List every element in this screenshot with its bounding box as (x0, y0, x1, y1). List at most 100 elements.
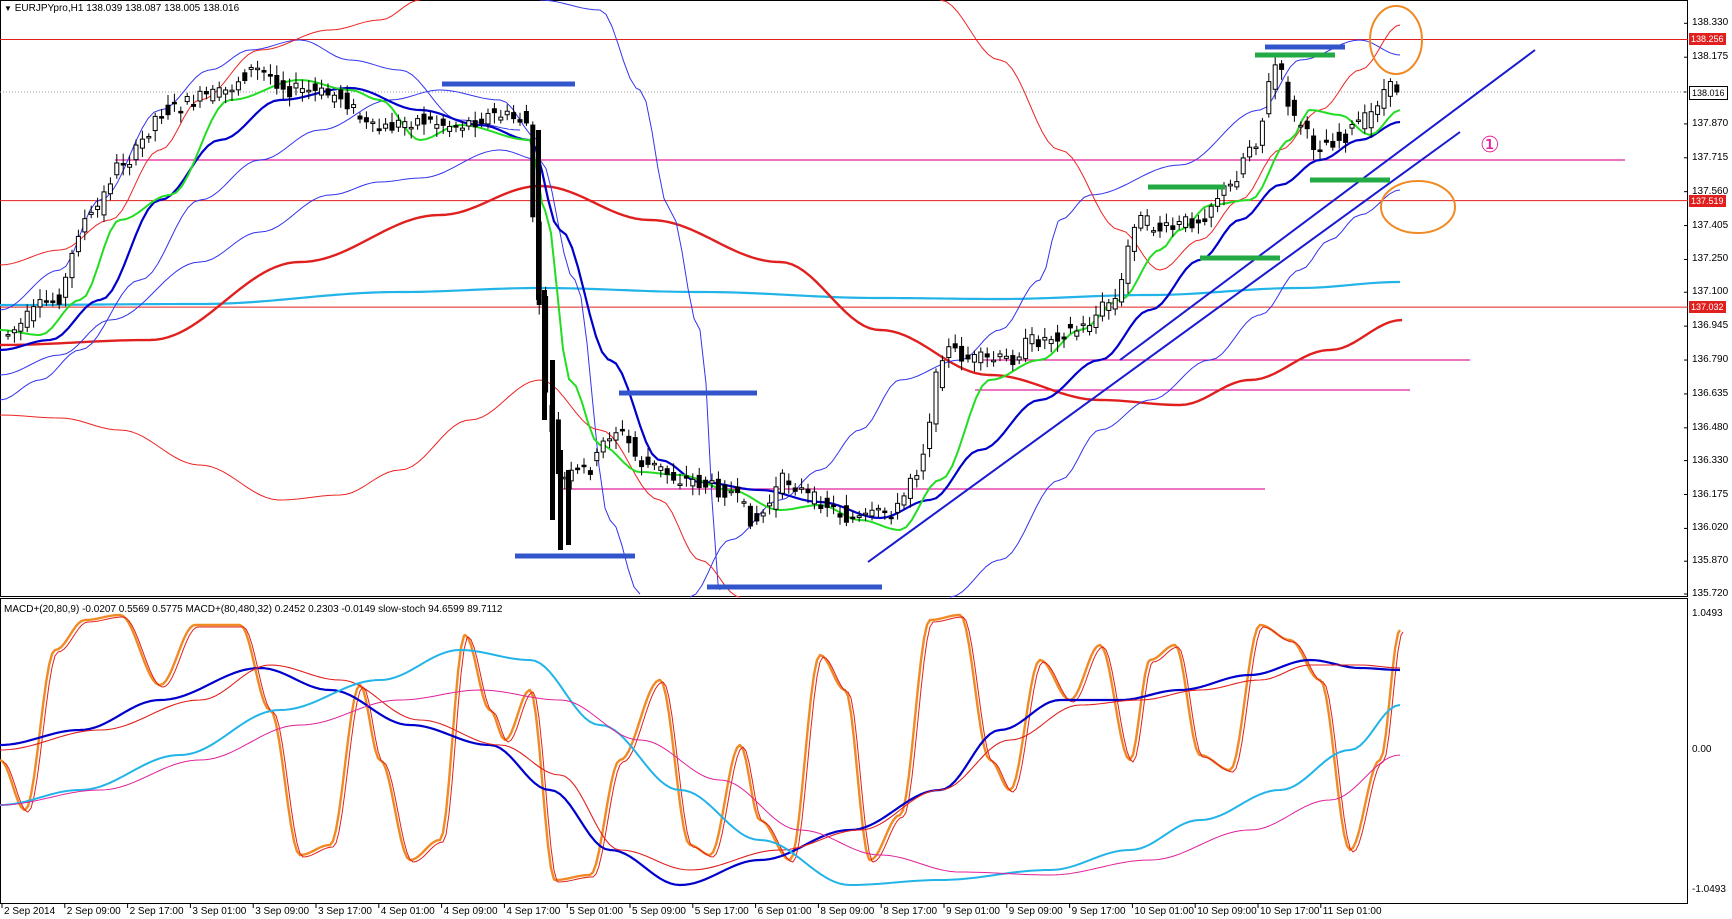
candle-bull (1349, 124, 1355, 129)
dropdown-triangle-icon[interactable]: ▼ (4, 4, 12, 13)
candle-bull (216, 87, 222, 98)
candle-bear (203, 91, 209, 95)
candle-bull (402, 121, 408, 129)
candle-bull (1183, 216, 1189, 228)
candle-bear (1189, 218, 1195, 229)
candle-bull (146, 135, 152, 139)
candle-bear (1195, 219, 1201, 224)
price-pane[interactable] (0, 0, 1688, 597)
candle-bull (971, 354, 977, 363)
candle-bear (882, 510, 888, 514)
candle-bear (171, 101, 177, 105)
candle-bull (1003, 355, 1009, 359)
candle-bull (895, 502, 901, 513)
candle-bear (1330, 140, 1336, 148)
candle-bear (1394, 84, 1400, 93)
time-axis-label: 6 Sep 01:00 (757, 906, 812, 917)
price-axis-label: 136.635 (1692, 387, 1729, 399)
price-tag: 137.032 (1689, 301, 1726, 314)
price-axis-label: 138.175 (1692, 51, 1729, 63)
candle-bear (523, 111, 529, 124)
candle-bull (1016, 356, 1022, 361)
candle-bull (1227, 183, 1233, 187)
candle-bull (1253, 146, 1259, 150)
candle-bull (331, 94, 337, 103)
red-upper-band-right (939, 0, 1401, 271)
candle-bull (1368, 111, 1374, 129)
indicator-pane[interactable] (0, 598, 1688, 904)
candle-bull (1106, 302, 1112, 311)
candle-bull (1048, 339, 1054, 345)
price-tag: 137.519 (1689, 194, 1726, 207)
candle-bull (1234, 181, 1240, 188)
candle-bear (575, 467, 581, 471)
candle-bear (517, 119, 523, 123)
price-tag: 138.016 (1689, 85, 1728, 100)
candle-bear-large (558, 450, 563, 550)
candle-bull (101, 191, 107, 216)
candle-bear (56, 294, 62, 305)
candle-bear (581, 464, 587, 468)
candle-bear (850, 516, 856, 520)
candle-bull (1355, 119, 1361, 123)
candle-bull (299, 88, 305, 93)
candle-bull (594, 451, 600, 462)
candle-bull (293, 82, 299, 89)
candle-bear (1035, 339, 1041, 348)
candle-bull (447, 125, 453, 132)
candle-bull (223, 89, 229, 95)
time-axis-label: 9 Sep 01:00 (946, 906, 1000, 917)
candle-bull (88, 211, 94, 215)
candle-bull (1272, 64, 1278, 90)
red-moving-average (0, 184, 1403, 407)
price-axis-label: 137.250 (1692, 253, 1729, 265)
candle-bear (427, 116, 433, 120)
candle-bull (1215, 198, 1221, 207)
candle-bear (632, 437, 638, 457)
candle-bull (1080, 323, 1086, 326)
candle-bull (485, 112, 491, 125)
blue-lower-band-right (949, 189, 1401, 598)
candle-bull (1131, 226, 1137, 252)
candle-bull (997, 353, 1003, 358)
price-axis-label: 137.405 (1692, 219, 1729, 231)
candle-bear (421, 113, 427, 125)
candle-bear (1317, 149, 1323, 152)
candle-bear (363, 117, 369, 123)
candle-bear (671, 472, 677, 481)
candle-bear (888, 516, 894, 520)
candle-bull (1151, 230, 1157, 233)
candle-bear (1291, 99, 1297, 116)
candle-bear (1010, 355, 1016, 366)
candle-bear (1170, 225, 1176, 230)
candle-bear (178, 110, 184, 114)
time-axis-label: 8 Sep 17:00 (883, 906, 938, 917)
candle-bull (184, 96, 190, 103)
candle-bull (978, 351, 984, 364)
candle-bear (472, 120, 478, 128)
price-axis-label: 135.720 (1692, 588, 1729, 599)
candle-bull (1042, 336, 1048, 341)
candle-bull (139, 138, 145, 149)
candle-bear (120, 163, 126, 166)
candle-bull (31, 306, 37, 322)
candle-bull (1093, 314, 1099, 329)
candle-bull (933, 371, 939, 425)
candle-bear (261, 70, 267, 73)
candle-bear (312, 83, 318, 91)
candle-bull (63, 276, 69, 298)
time-axis-label: 2 Sep 17:00 (129, 906, 184, 917)
candle-bear (754, 513, 760, 522)
price-axis-label: 137.870 (1692, 117, 1729, 129)
candle-bear (1067, 323, 1073, 329)
candle-bear (440, 118, 446, 126)
macd-long-line (0, 649, 1401, 886)
candle-bull (466, 120, 472, 127)
candle-bull (920, 453, 926, 472)
candle-bull (709, 480, 715, 484)
candle-bull (152, 115, 158, 132)
candle-bear (959, 345, 965, 362)
candle-bear (242, 72, 248, 81)
